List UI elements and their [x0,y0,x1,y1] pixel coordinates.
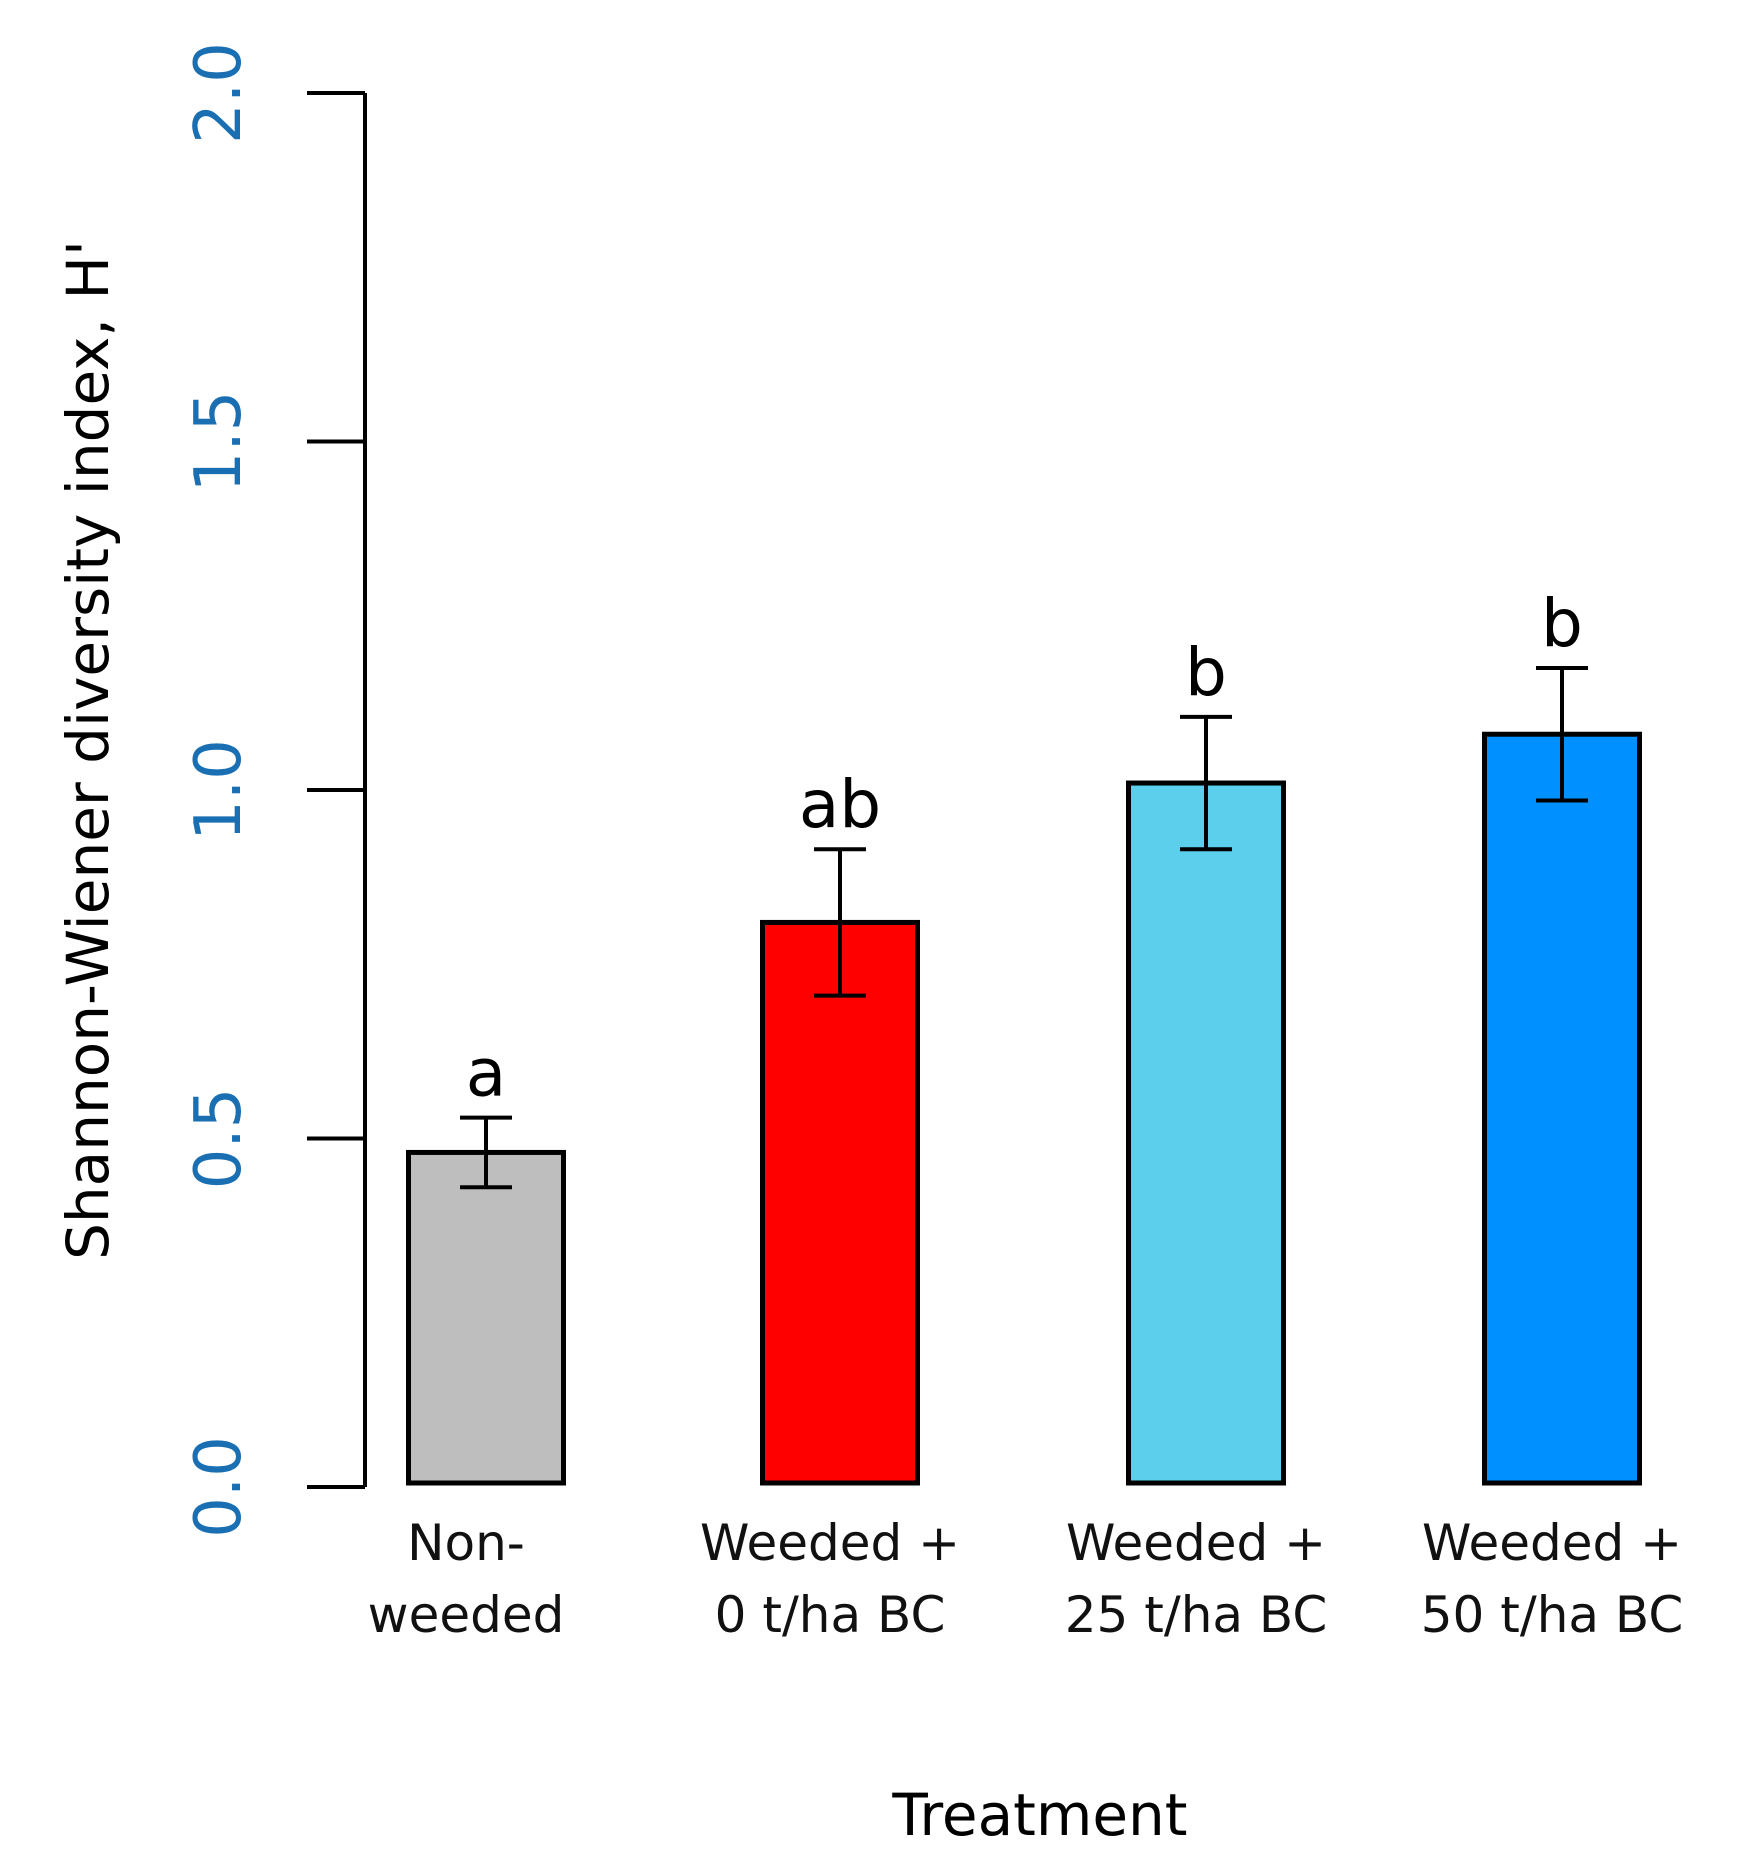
significance-labels-group: a ab b b [466,585,1583,1112]
y-tick-label-2: 1.0 [182,739,256,841]
y-tick-label-1: 0.5 [182,1088,256,1190]
category-label-2-line-0: Weeded + [1066,1514,1326,1572]
significance-label-0: a [466,1035,506,1112]
y-axis: 0.0 0.5 1.0 1.5 2.0 [182,42,367,1538]
bar-1 [760,919,920,1486]
category-label-1-line-1: 0 t/ha BC [715,1586,946,1644]
category-label-2-line-1: 25 t/ha BC [1065,1586,1328,1644]
y-axis-title: Shannon-Wiener diversity index, H' [54,240,122,1260]
category-labels-group: Non-weeded Weeded + 0 t/ha BC Weeded + 25 t/… [368,1514,1684,1644]
category-label-3-line-1: 50 t/ha BC [1421,1586,1684,1644]
category-label-0-line-1: weeded [368,1586,565,1644]
bar-3 [1482,731,1642,1486]
x-axis-title: Treatment [891,1781,1187,1849]
significance-label-3: b [1541,585,1583,662]
y-tick-label-0: 0.0 [182,1436,256,1538]
significance-label-1: ab [799,766,881,843]
error-bars-group [460,666,1588,1190]
category-label-3-line-0: Weeded + [1422,1514,1682,1572]
bar-0 [406,1149,566,1486]
y-tick-label-3: 1.5 [182,391,256,493]
bars-group [406,731,1642,1486]
significance-label-2: b [1185,634,1227,711]
category-label-0-line-0: Non- [407,1514,525,1572]
category-label-1-line-0: Weeded + [700,1514,960,1572]
y-tick-label-4: 2.0 [182,42,256,144]
bar-2 [1126,780,1286,1486]
